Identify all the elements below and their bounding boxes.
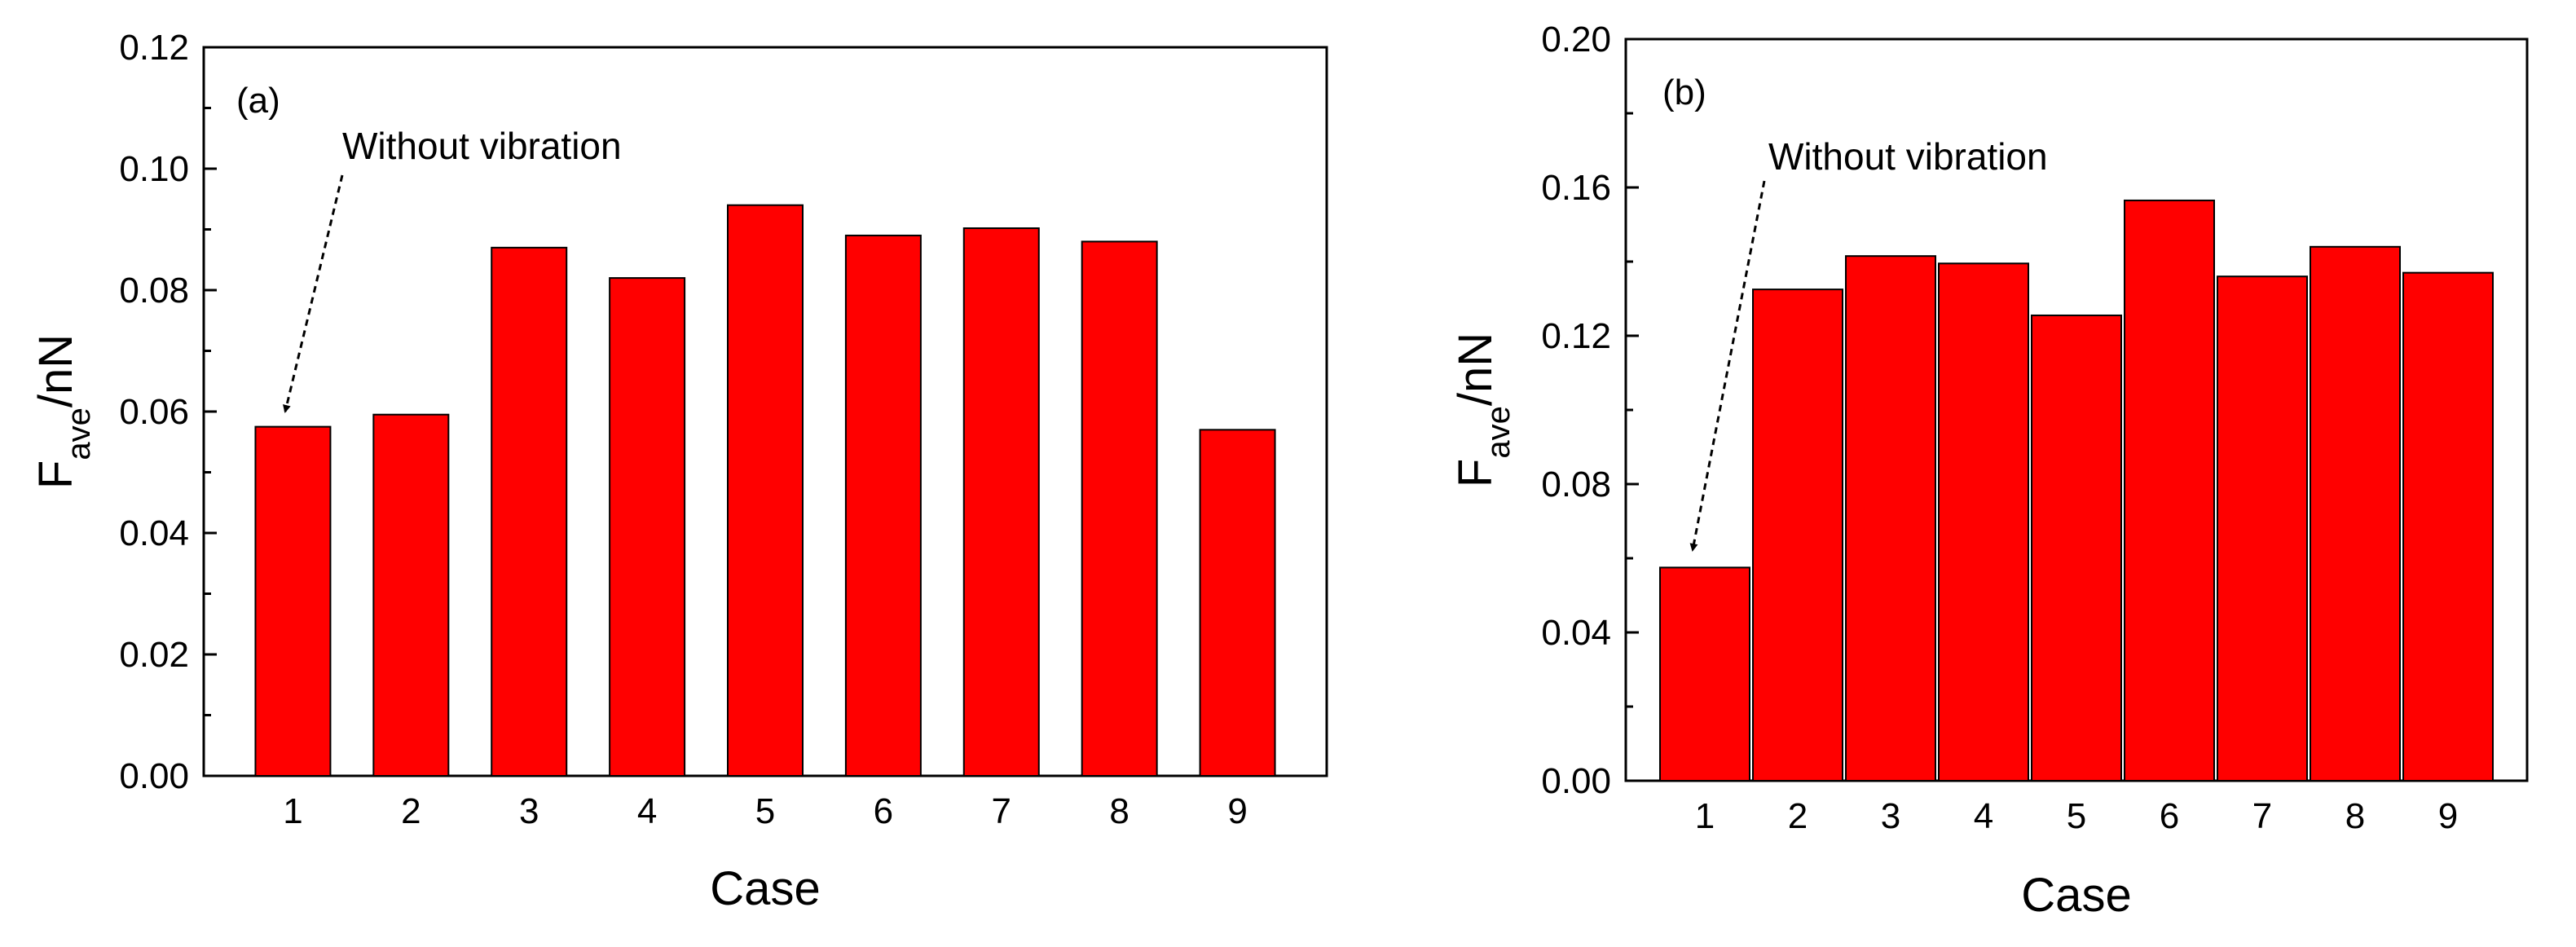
y-axis-label-sub: ave xyxy=(61,407,97,460)
y-axis-label-rest: /nN xyxy=(29,334,82,407)
y-tick-label: 0.08 xyxy=(119,271,189,311)
bar-case-4 xyxy=(1938,262,2029,782)
y-axis: 0.00 0.02 0.04 0.06 0.08 0.10 0.12 xyxy=(119,28,217,796)
bar-case-3 xyxy=(491,246,568,777)
x-axis: 1 2 3 4 5 6 7 8 9 xyxy=(1695,769,2458,836)
bar-case-5 xyxy=(727,204,804,777)
x-axis-label: Case xyxy=(2021,869,2131,922)
y-tick-label: 0.08 xyxy=(1541,465,1611,504)
bar-case-2 xyxy=(372,413,450,777)
x-tick-label: 9 xyxy=(1227,791,1247,831)
x-tick-label: 7 xyxy=(2252,796,2272,836)
x-tick-label: 1 xyxy=(283,791,302,831)
x-tick-label: 6 xyxy=(874,791,893,831)
x-tick-label: 8 xyxy=(2345,796,2365,836)
bar-case-9 xyxy=(1199,429,1276,777)
bar-case-2 xyxy=(1752,289,1843,782)
bar-case-6 xyxy=(2124,199,2215,782)
bar-case-8 xyxy=(2310,245,2401,782)
x-tick-label: 4 xyxy=(637,791,657,831)
bar-case-4 xyxy=(609,277,686,777)
annotation-arrow xyxy=(283,174,344,413)
y-tick-label: 0.04 xyxy=(119,513,189,553)
y-tick-label: 0.04 xyxy=(1541,613,1611,653)
x-tick-label: 2 xyxy=(401,791,421,831)
bar-series xyxy=(1659,199,2494,782)
x-tick-label: 1 xyxy=(1695,796,1715,836)
chart-panel-b: (b) Without vibration 0.000.040.080.120.… xyxy=(1449,20,2529,922)
y-tick-label: 0.00 xyxy=(1541,761,1611,801)
y-axis-label-rest: /nN xyxy=(1449,333,1502,406)
y-tick-label: 0.10 xyxy=(119,149,189,189)
x-tick-label: 7 xyxy=(992,791,1011,831)
x-tick-label: 3 xyxy=(519,791,539,831)
bar-case-7 xyxy=(962,227,1040,777)
x-tick-label: 2 xyxy=(1788,796,1808,836)
y-tick-label: 0.20 xyxy=(1541,20,1611,59)
y-tick-label: 0.12 xyxy=(119,28,189,68)
x-tick-label: 9 xyxy=(2438,796,2458,836)
y-tick-label: 0.16 xyxy=(1541,168,1611,208)
bar-case-1 xyxy=(254,425,332,777)
y-axis-label-main: F xyxy=(1449,459,1502,487)
bar-case-8 xyxy=(1081,240,1158,777)
y-axis-label-sub: ave xyxy=(1481,406,1517,459)
y-axis-label: Fave/nN xyxy=(1449,333,1517,487)
annotation-arrow xyxy=(1689,180,1766,552)
bar-case-5 xyxy=(2031,314,2122,782)
x-tick-label: 5 xyxy=(755,791,775,831)
y-axis-label: Fave/nN xyxy=(29,334,97,489)
x-tick-label: 3 xyxy=(1881,796,1900,836)
bar-case-6 xyxy=(844,234,922,777)
bar-case-3 xyxy=(1845,255,1936,782)
bar-case-7 xyxy=(2217,275,2308,782)
x-tick-label: 8 xyxy=(1109,791,1129,831)
bar-case-9 xyxy=(2402,271,2494,782)
chart-panel-a: (a) Without vibration 0.000.020.040.060.… xyxy=(29,28,1328,915)
y-tick-label: 0.06 xyxy=(119,392,189,432)
bar-series xyxy=(254,204,1276,777)
x-tick-label: 5 xyxy=(2067,796,2086,836)
x-axis-label: Case xyxy=(710,862,820,915)
y-tick-label: 0.00 xyxy=(119,756,189,796)
annotation-text: Without vibration xyxy=(1768,135,2048,178)
annotation-text: Without vibration xyxy=(342,125,622,167)
y-tick-label: 0.12 xyxy=(1541,316,1611,356)
x-tick-label: 4 xyxy=(1974,796,1993,836)
x-tick-label: 6 xyxy=(2160,796,2179,836)
y-tick-label: 0.02 xyxy=(119,635,189,675)
y-axis: 0.00 0.04 0.08 0.12 0.16 0.20 xyxy=(1541,20,1639,801)
panel-label: (b) xyxy=(1662,73,1706,112)
panel-label: (a) xyxy=(236,81,280,121)
y-axis-label-main: F xyxy=(29,460,82,489)
bar-case-1 xyxy=(1659,566,1750,782)
